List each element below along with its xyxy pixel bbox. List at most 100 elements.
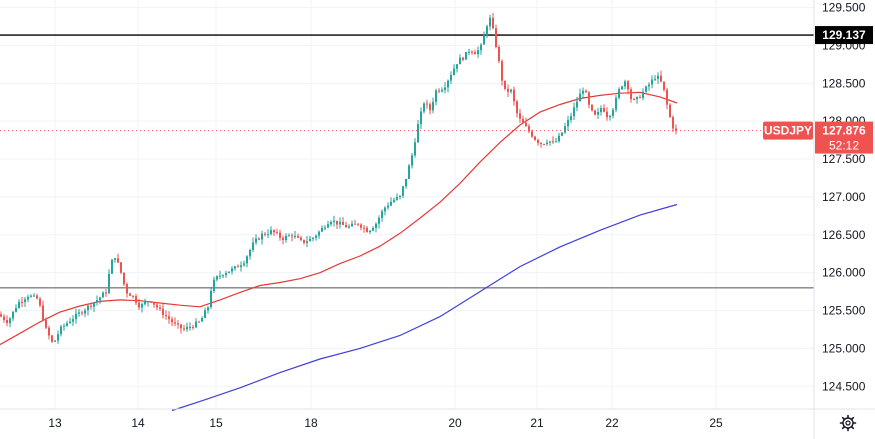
candle-body xyxy=(360,224,362,228)
candle-body xyxy=(651,79,653,85)
candle-body xyxy=(54,340,56,342)
candle-body xyxy=(384,207,386,212)
candle-body xyxy=(312,237,314,239)
candle-body xyxy=(45,320,47,328)
candle-body xyxy=(573,107,575,117)
candle-body xyxy=(456,64,458,69)
candle-body xyxy=(423,103,425,112)
candle-body xyxy=(432,101,434,111)
candle-body xyxy=(336,220,338,225)
candle-body xyxy=(60,326,62,335)
candle-body xyxy=(96,300,98,303)
candle-body xyxy=(348,226,350,228)
candle-body xyxy=(318,231,320,236)
candle-body xyxy=(540,142,542,144)
candle-body xyxy=(387,205,389,208)
candle-body xyxy=(69,321,71,324)
candle-body xyxy=(522,118,524,123)
candle-body xyxy=(501,61,503,81)
candle-body xyxy=(252,242,254,250)
candle-body xyxy=(108,273,110,294)
candle-body xyxy=(231,268,233,272)
candle-body xyxy=(39,298,41,306)
moving-average-long-line xyxy=(171,203,678,412)
price-tick-label: 125.500 xyxy=(822,304,866,318)
candle-body xyxy=(6,320,8,323)
candle-body xyxy=(321,228,323,232)
candle-body xyxy=(12,311,14,319)
candle-body xyxy=(123,272,125,285)
candle-body xyxy=(507,88,509,92)
candle-body xyxy=(18,301,20,308)
candle-body xyxy=(453,68,455,75)
candle-body xyxy=(393,199,395,202)
candle-body xyxy=(30,295,32,297)
candle-body xyxy=(561,132,563,136)
price-tick-label: 127.500 xyxy=(822,152,866,166)
candle-body xyxy=(21,301,23,303)
candle-body xyxy=(279,232,281,238)
candle-body xyxy=(216,276,218,280)
candle-body xyxy=(333,220,335,222)
time-tick-label: 15 xyxy=(209,416,223,430)
candle-body xyxy=(144,302,146,305)
time-axis[interactable]: 13 14 15 18 20 21 22 25 xyxy=(48,416,723,430)
candle-body xyxy=(174,322,176,324)
symbol-label: USDJPY xyxy=(764,124,812,138)
price-axis[interactable]: 124.500 125.000 125.500 126.000 126.500 127.0… xyxy=(822,1,866,394)
candle-body xyxy=(249,250,251,257)
candle-body xyxy=(525,122,527,127)
candle-body xyxy=(180,324,182,329)
candle-body xyxy=(201,318,203,322)
candle-body xyxy=(594,110,596,115)
candle-body xyxy=(3,316,5,320)
candle-body xyxy=(633,99,635,101)
candle-body xyxy=(354,223,356,225)
candle-body xyxy=(225,273,227,276)
candle-body xyxy=(234,266,236,269)
candle-body xyxy=(306,241,308,243)
candle-body xyxy=(222,275,224,277)
candle-body xyxy=(153,302,155,305)
candle-body xyxy=(288,235,290,237)
candle-body xyxy=(375,223,377,228)
time-tick-label: 18 xyxy=(304,416,318,430)
candle-body xyxy=(537,140,539,143)
candle-body xyxy=(480,44,482,51)
candle-body xyxy=(429,104,431,111)
candle-body xyxy=(165,315,167,317)
candle-body xyxy=(264,233,266,235)
candle-body xyxy=(597,112,599,115)
candle-body xyxy=(57,334,59,341)
price-tick-label: 124.500 xyxy=(822,379,866,393)
candle-body xyxy=(438,90,440,92)
candle-body xyxy=(477,50,479,55)
candle-body xyxy=(654,78,656,80)
candle-body xyxy=(531,131,533,137)
candle-body xyxy=(603,108,605,112)
candle-body xyxy=(672,117,674,129)
candle-body xyxy=(186,326,188,330)
settings-gear-icon[interactable] xyxy=(839,414,857,432)
candle-body xyxy=(399,195,401,198)
grid-layer xyxy=(0,0,814,409)
candle-body xyxy=(444,87,446,90)
candle-body xyxy=(75,313,77,320)
candle-body xyxy=(435,90,437,102)
candle-body xyxy=(462,57,464,60)
candle-body xyxy=(558,135,560,142)
candle-body xyxy=(195,321,197,328)
moving-average-short-line xyxy=(0,91,678,346)
candle-body xyxy=(66,323,68,326)
candle-body xyxy=(636,96,638,100)
candle-body xyxy=(135,296,137,303)
candle-body xyxy=(555,141,557,143)
candle-body xyxy=(204,310,206,318)
candle-body xyxy=(258,238,260,240)
last-price-badge xyxy=(815,121,873,154)
candle-body xyxy=(600,108,602,113)
candle-body xyxy=(675,128,677,131)
candle-body xyxy=(111,259,113,274)
time-tick-label: 20 xyxy=(448,416,462,430)
